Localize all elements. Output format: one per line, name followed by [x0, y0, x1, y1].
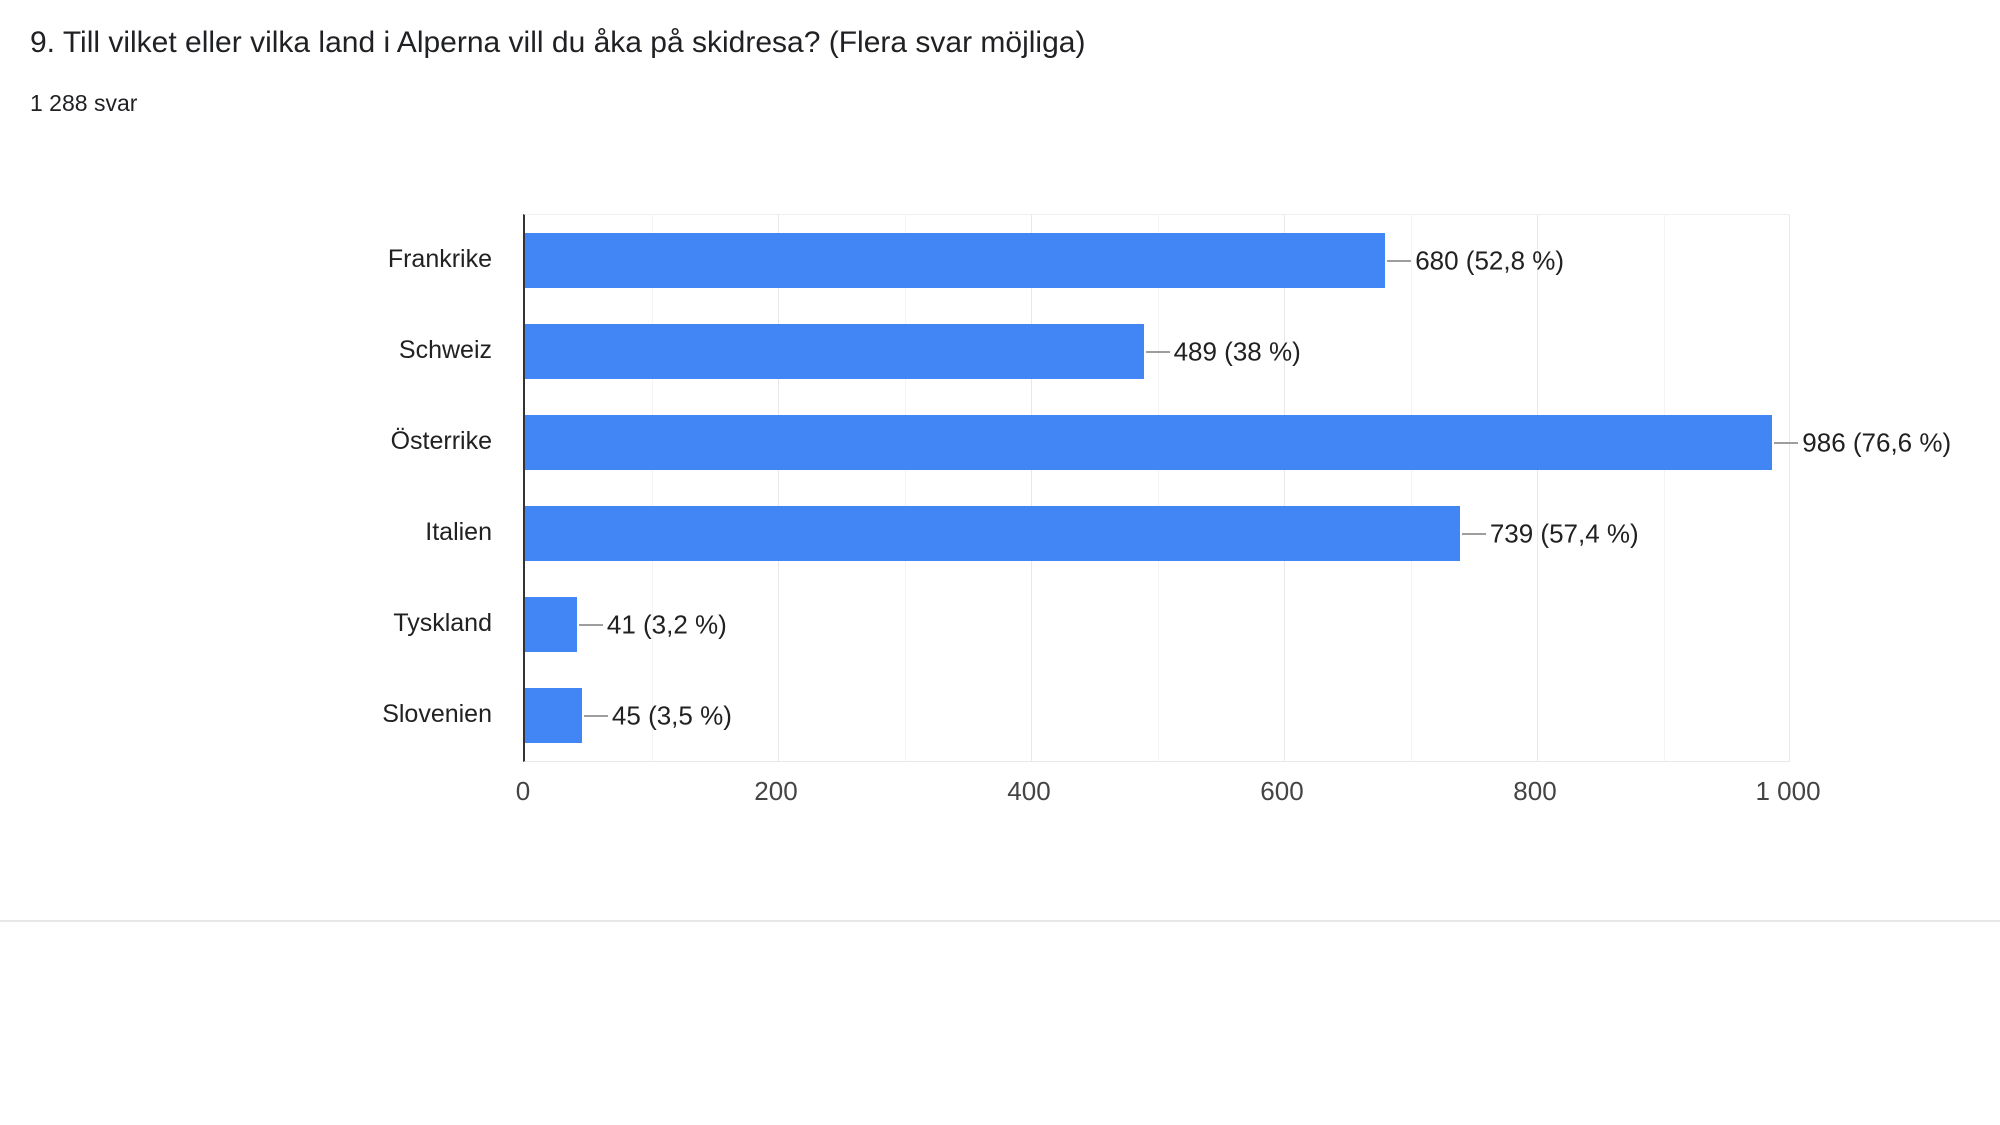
major-gridline	[1537, 215, 1538, 761]
x-tick-label: 200	[754, 776, 798, 806]
x-tick-label: 1 000	[1755, 776, 1821, 806]
bar-chart: 680 (52,8 %) 489 (38 %) 986 (76,6 %) 739 (5…	[382, 214, 1951, 806]
bar-row: 45 (3,5 %)	[525, 688, 1790, 743]
x-tick-label: 800	[1513, 776, 1557, 806]
x-tick-label: 0	[515, 776, 531, 806]
category-label-österrike: Österrike	[390, 427, 492, 455]
bar-slovenien	[525, 688, 582, 743]
bar-frankrike	[525, 233, 1386, 288]
category-label-tyskland: Tyskland	[393, 609, 492, 637]
major-gridline	[1284, 215, 1285, 761]
minor-gridline	[1410, 215, 1412, 761]
annotation-stem	[1145, 350, 1170, 353]
annotation-stem	[578, 623, 603, 626]
value-label: 489 (38 %)	[1173, 336, 1301, 366]
value-label: 680 (52,8 %)	[1415, 245, 1565, 275]
bar-schweiz	[525, 324, 1144, 379]
minor-gridline	[1157, 215, 1159, 761]
bar-österrike	[525, 415, 1773, 470]
bar-row: 41 (3,2 %)	[525, 597, 1790, 652]
section-divider	[0, 920, 2000, 922]
x-tick-label: 400	[1007, 776, 1051, 806]
category-label-italien: Italien	[425, 518, 492, 546]
response-count: 1 288 svar	[30, 90, 138, 116]
question-title: 9. Till vilket eller vilka land i Alpern…	[30, 26, 1086, 59]
major-gridline	[1789, 215, 1790, 761]
minor-gridline	[904, 215, 906, 761]
major-gridline	[778, 215, 779, 761]
bar-row: 489 (38 %)	[525, 324, 1790, 379]
minor-gridline	[1663, 215, 1665, 761]
x-tick-label: 600	[1260, 776, 1304, 806]
major-gridline	[1031, 215, 1032, 761]
annotation-stem	[1461, 532, 1486, 535]
bar-row: 680 (52,8 %)	[525, 233, 1790, 288]
annotation-stem	[1387, 259, 1412, 262]
category-label-slovenien: Slovenien	[382, 700, 492, 728]
annotation-stem	[1774, 441, 1799, 444]
plot-area: 680 (52,8 %) 489 (38 %) 986 (76,6 %) 739 (5…	[523, 214, 1951, 762]
category-label-schweiz: Schweiz	[398, 336, 492, 364]
bar-row: 739 (57,4 %)	[525, 506, 1790, 561]
annotation-stem	[583, 714, 608, 717]
value-label: 739 (57,4 %)	[1489, 518, 1639, 548]
value-label: 45 (3,5 %)	[611, 700, 732, 730]
value-label: 986 (76,6 %)	[1802, 427, 1952, 457]
bar-italien	[525, 506, 1460, 561]
value-label: 41 (3,2 %)	[606, 609, 727, 639]
bar-tyskland	[525, 597, 577, 652]
category-label-frankrike: Frankrike	[387, 245, 492, 273]
minor-gridline	[651, 215, 653, 761]
bar-row: 986 (76,6 %)	[525, 415, 1951, 470]
